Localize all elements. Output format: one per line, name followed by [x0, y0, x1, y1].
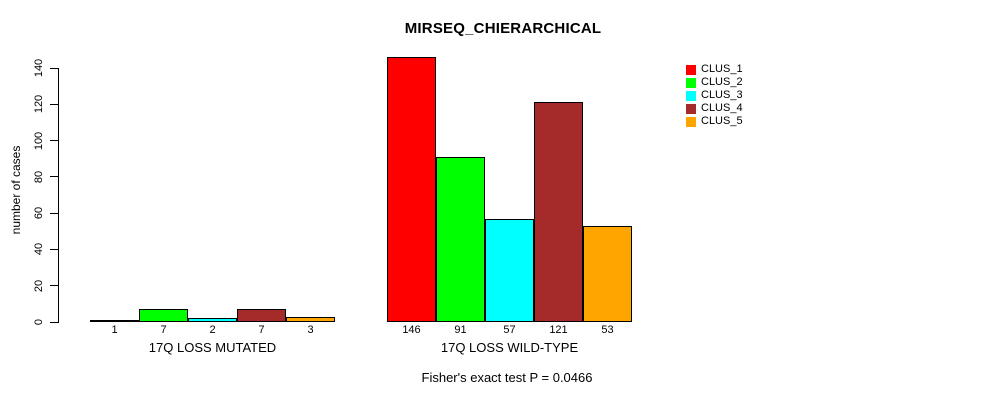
y-axis-tick-label: 80 — [33, 170, 45, 183]
bar-value-label: 1 — [111, 324, 118, 336]
fisher-test-annotation: Fisher's exact test P = 0.0466 — [421, 370, 593, 385]
legend-item-clus_3: CLUS_3 — [686, 90, 743, 101]
bar-value-label: 7 — [258, 324, 265, 336]
bar-value-label: 3 — [307, 324, 314, 336]
y-axis-tick — [50, 140, 58, 142]
legend-color-swatch — [686, 77, 696, 88]
bar-clus_1 — [90, 320, 139, 323]
legend-item-clus_5: CLUS_5 — [686, 116, 743, 127]
y-axis-tick — [50, 176, 58, 178]
legend-item-clus_2: CLUS_2 — [686, 77, 743, 88]
legend-item-clus_1: CLUS_1 — [686, 64, 743, 75]
y-axis-tick-label: 120 — [33, 95, 45, 114]
y-axis-tick-label: 20 — [33, 279, 45, 292]
y-axis-tick — [50, 285, 58, 287]
bar-value-label: 91 — [454, 324, 467, 336]
y-axis-tick — [50, 103, 58, 105]
bar-clus_2 — [139, 309, 188, 322]
legend-color-swatch — [686, 103, 696, 114]
x-axis-group-label: 17Q LOSS MUTATED — [148, 340, 277, 355]
bar-value-label: 7 — [160, 324, 167, 336]
bar-value-label: 2 — [209, 324, 216, 336]
bar-clus_5 — [583, 225, 632, 322]
legend-item-clus_4: CLUS_4 — [686, 103, 743, 114]
legend-label: CLUS_5 — [701, 115, 743, 127]
bar-value-label: 121 — [549, 324, 568, 336]
chart-title: MIRSEQ_CHIERARCHICAL — [404, 20, 602, 37]
bar-value-label: 146 — [402, 324, 421, 336]
legend-color-swatch — [686, 64, 696, 75]
legend-label: CLUS_4 — [701, 102, 743, 114]
y-axis-tick — [50, 321, 58, 323]
bar-value-label: 53 — [601, 324, 614, 336]
y-axis-line — [58, 68, 59, 323]
legend-label: CLUS_2 — [701, 76, 743, 88]
bar-clus_3 — [188, 318, 237, 322]
y-axis-tick-label: 140 — [33, 58, 45, 78]
bar-clus_2 — [436, 156, 485, 322]
legend-label: CLUS_1 — [701, 63, 743, 75]
bar-value-label: 57 — [503, 324, 516, 336]
y-axis-tick — [50, 248, 58, 250]
y-axis-label: number of cases — [9, 145, 23, 235]
y-axis-tick-label: 0 — [33, 318, 45, 326]
y-axis-tick-label: 60 — [33, 207, 45, 220]
bar-clus_5 — [286, 316, 335, 322]
y-axis-tick — [50, 212, 58, 214]
bar-clus_4 — [534, 102, 583, 322]
legend-color-swatch — [686, 116, 696, 127]
y-axis-tick — [50, 67, 58, 69]
bar-clus_4 — [237, 309, 286, 322]
y-axis-tick-label: 40 — [33, 243, 45, 256]
y-axis-tick-label: 100 — [33, 131, 45, 150]
bar-clus_1 — [387, 57, 436, 322]
bar-clus_3 — [485, 218, 534, 322]
x-axis-group-label: 17Q LOSS WILD-TYPE — [440, 340, 579, 355]
legend-color-swatch — [686, 90, 696, 101]
legend-label: CLUS_3 — [701, 89, 743, 101]
